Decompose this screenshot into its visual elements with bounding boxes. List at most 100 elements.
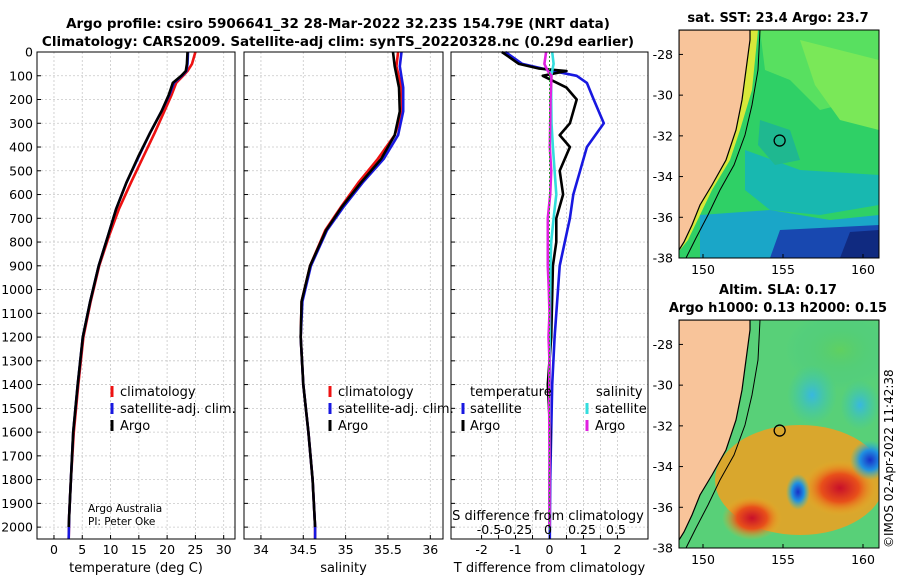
sla-map-subtitle: Argo h1000: 0.13 h2000: 0.15 xyxy=(669,301,887,316)
y-tick-label: 1100 xyxy=(1,306,33,321)
map-x-tick-label: 160 xyxy=(851,262,875,277)
credit-line-2: PI: Peter Oke xyxy=(88,516,155,528)
x-tick-label: -2 xyxy=(475,542,487,557)
difference-legend: temperature satellite Argo salinity sate… xyxy=(461,385,647,434)
sla-frame xyxy=(678,319,880,549)
title-line-2: Climatology: CARS2009. Satellite-adj cli… xyxy=(42,34,634,50)
map-y-tick-label: -36 xyxy=(653,210,673,225)
y-tick-label: 300 xyxy=(9,116,33,131)
sla-axes: 150 155 160 -28 -30 -32 -34 -36 -38 xyxy=(653,337,875,567)
y-tick-label: 600 xyxy=(9,187,33,202)
map-x-tick-label: 155 xyxy=(771,262,795,277)
legend-temp-satellite: satellite xyxy=(470,402,522,417)
series-line-climatology xyxy=(299,51,404,539)
map-x-tick-label: 160 xyxy=(851,552,875,567)
sst-map-title: sat. SST: 23.4 Argo: 23.7 xyxy=(687,11,868,26)
map-y-tick-label: -30 xyxy=(653,378,673,393)
x-tick-label: 20 xyxy=(159,542,175,557)
series-line-argo xyxy=(299,51,402,528)
y-tick-label: 1700 xyxy=(1,448,33,463)
salinity-panel: 34 34.5 35 35.5 36 salinity xyxy=(243,51,444,576)
x-tick-label: 2 xyxy=(613,542,621,557)
y-tick-label: 1900 xyxy=(1,496,33,511)
y-tick-label: 1300 xyxy=(1,353,33,368)
map-x-tick-label: 150 xyxy=(691,262,715,277)
map-y-tick-label: -28 xyxy=(653,47,673,62)
sst-land xyxy=(679,30,751,252)
y-tick-label: 1200 xyxy=(1,330,33,345)
salinity-legend: climatology satellite-adj. clim. Argo xyxy=(328,385,454,434)
y-tick-label: 200 xyxy=(9,92,33,107)
y-tick-label: 400 xyxy=(9,140,33,155)
sst-eddy xyxy=(758,120,800,165)
sla-eddy-warm-2 xyxy=(722,496,782,540)
map-y-tick-label: -34 xyxy=(653,169,673,184)
x-tick-label: 0 xyxy=(546,542,554,557)
map-y-tick-label: -30 xyxy=(653,88,673,103)
series-line-satellite-adj-clim- xyxy=(67,51,190,540)
sla-land xyxy=(679,320,751,542)
legend-sal-argo: Argo xyxy=(595,419,625,434)
sst-axes: 150 155 160 -28 -30 -32 -34 -36 -38 xyxy=(653,47,875,277)
temperature-legend: climatology satellite-adj. clim. Argo xyxy=(110,385,236,434)
y-tick-label: 1000 xyxy=(1,282,33,297)
sst-cool-patch xyxy=(745,150,879,215)
y-tick-label: 800 xyxy=(9,235,33,250)
x-tick-label: 35 xyxy=(338,542,354,557)
s-difference-ticks: -0.5-0.25 0 0.25 0.5 xyxy=(477,522,626,537)
y-tick-label: 1400 xyxy=(1,377,33,392)
panel-frame xyxy=(36,51,236,540)
s-diff-tick-label: -0.5 xyxy=(477,522,501,537)
s-diff-tick-label: -0.25 xyxy=(500,522,532,537)
legend-salinity-header: salinity xyxy=(596,385,643,400)
x-tick-label: 30 xyxy=(216,542,232,557)
argo-position-marker xyxy=(773,424,786,437)
map-y-tick-label: -28 xyxy=(653,337,673,352)
legend-satellite: satellite-adj. clim. xyxy=(120,402,236,417)
legend-temperature-header: temperature xyxy=(470,385,552,400)
x-tick-label: 36 xyxy=(422,542,438,557)
s-difference-axis-label: S difference from climatology xyxy=(452,509,644,524)
series-line-argo xyxy=(67,51,189,528)
x-tick-label: 5 xyxy=(78,542,86,557)
sla-eddy-cold xyxy=(786,474,810,510)
legend-argo: Argo xyxy=(120,419,150,434)
x-tick-label: 34 xyxy=(253,542,269,557)
difference-panel: -2 -1 0 1 2 T difference from climatology xyxy=(450,50,649,576)
temperature-panel: 0 5 10 15 20 25 300100200300400500600700800900… xyxy=(1,45,236,576)
legend-argo: Argo xyxy=(338,419,368,434)
title-line-1: Argo profile: csiro 5906641_32 28-Mar-20… xyxy=(66,16,610,32)
y-tick-label: 1600 xyxy=(1,425,33,440)
x-tick-label: 34.5 xyxy=(289,542,317,557)
y-tick-label: 1500 xyxy=(1,401,33,416)
s-diff-tick-label: 0.25 xyxy=(568,522,596,537)
x-axis-label: T difference from climatology xyxy=(453,561,646,576)
map-y-tick-label: -38 xyxy=(653,251,673,266)
s-diff-tick-label: 0.5 xyxy=(606,522,626,537)
series-line-temperature-satellite xyxy=(504,50,606,540)
legend-climatology: climatology xyxy=(120,385,196,400)
argo-position-marker xyxy=(773,134,786,147)
x-tick-label: -1 xyxy=(509,542,521,557)
x-tick-label: 15 xyxy=(131,542,147,557)
imos-timestamp: ©IMOS 02-Apr-2022 11:42:38 xyxy=(882,369,896,548)
legend-satellite: satellite-adj. clim. xyxy=(338,402,454,417)
sla-map: Altim. SLA: 0.17 Argo h1000: 0.13 h2000:… xyxy=(653,283,888,567)
x-tick-label: 25 xyxy=(187,542,203,557)
legend-climatology: climatology xyxy=(338,385,414,400)
x-tick-label: 0 xyxy=(50,542,58,557)
x-tick-label: 10 xyxy=(103,542,119,557)
s-diff-tick-label: 0 xyxy=(544,522,552,537)
x-axis-label: temperature (deg C) xyxy=(69,561,203,576)
map-y-tick-label: -32 xyxy=(653,418,673,433)
y-tick-label: 900 xyxy=(9,258,33,273)
y-tick-label: 2000 xyxy=(1,520,33,535)
series-line-climatology xyxy=(67,51,197,540)
legend-temp-argo: Argo xyxy=(470,419,500,434)
sla-map-title: Altim. SLA: 0.17 xyxy=(719,283,837,298)
x-axis-label: salinity xyxy=(320,561,367,576)
sla-feature xyxy=(840,380,879,430)
sst-isobath xyxy=(685,30,761,258)
y-tick-label: 1800 xyxy=(1,472,33,487)
